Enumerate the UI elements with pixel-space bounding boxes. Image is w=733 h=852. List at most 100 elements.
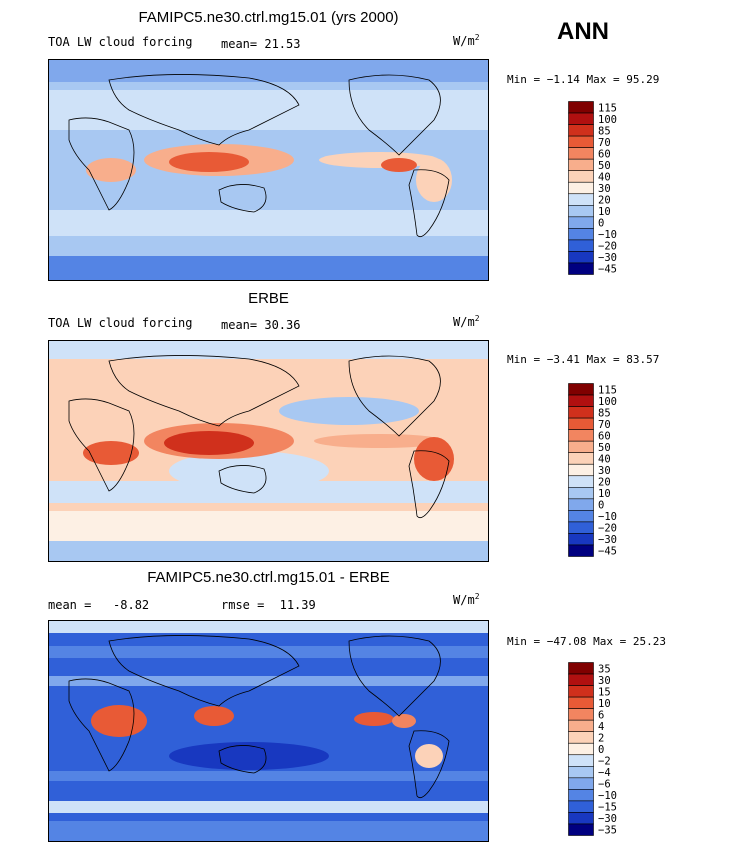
- panel-3-units-exp: 2: [474, 592, 480, 601]
- panel-3-map: [48, 620, 489, 842]
- colorbar-tick-label: 30: [598, 675, 611, 687]
- panel-1-minmax: Min = −1.14 Max = 95.29: [507, 73, 660, 86]
- colorbar-tick-label: 2: [598, 732, 604, 744]
- colorbar-tick-label: 115: [598, 384, 617, 396]
- colorbar-swatch: [568, 239, 594, 252]
- panel-3-mean-label: mean = -8.82: [48, 598, 150, 612]
- east-pacific-positive: [354, 712, 394, 726]
- panel-2-colorbar: 115 100 85 70 60 50 40 30 20 10 0 −10 −20 −30 −45: [568, 383, 617, 558]
- africa-coast: [68, 398, 135, 492]
- panel-1-units-base: W/m: [453, 34, 475, 48]
- colorbar-swatch: [568, 228, 594, 241]
- colorbar-swatch: [568, 696, 594, 709]
- colorbar-swatch: [568, 463, 594, 477]
- panel-1-title: FAMIPC5.ne30.ctrl.mg15.01 (yrs 2000): [138, 9, 399, 26]
- colorbar-swatch: [568, 521, 594, 534]
- colorbar-tick-label: 50: [598, 442, 611, 454]
- colorbar-swatch: [568, 158, 594, 172]
- colorbar-swatch: [568, 754, 594, 767]
- colorbar-swatch: [568, 216, 594, 229]
- south-pacific-clear: [169, 451, 329, 491]
- central-america-region: [381, 158, 417, 172]
- panel-1-stat-value: 21.53: [264, 37, 301, 51]
- antarctic-band: [49, 256, 488, 280]
- colorbar-swatch: [568, 181, 594, 195]
- colorbar-swatch: [568, 170, 594, 183]
- colorbar-swatch: [568, 394, 594, 407]
- south-america-positive: [415, 744, 443, 768]
- coastlines: [68, 355, 450, 519]
- colorbar-tick-label: −20: [598, 523, 617, 535]
- panel-2-minmax: Min = −3.41 Max = 83.57: [507, 353, 660, 366]
- panel-2-title: ERBE: [248, 290, 289, 307]
- panel-2-field-label: TOA LW cloud forcing: [48, 316, 193, 330]
- antarctic-band: [49, 821, 488, 841]
- colorbar-tick-label: 10: [598, 698, 611, 710]
- colorbar-swatch: [568, 777, 594, 790]
- panel-3-stat-value: 11.39: [279, 598, 316, 612]
- panel-3-units: W/m2: [453, 592, 480, 607]
- australia-coast: [218, 745, 267, 774]
- colorbar-tick-label: 10: [598, 488, 611, 500]
- panel-2-stat-label: mean=: [221, 318, 258, 332]
- colorbar-tick-label: 60: [598, 430, 611, 442]
- panel-2-map-svg: [49, 341, 488, 561]
- colorbar-tick-label: 60: [598, 148, 611, 160]
- colorbar-tick-label: 10: [598, 206, 611, 218]
- africa-region: [86, 158, 136, 182]
- north-midlat-band: [49, 90, 488, 130]
- subtropic-north-clear: [279, 397, 419, 425]
- warm-pool-core: [164, 431, 254, 455]
- panel-3-minmax: Min = −47.08 Max = 25.23: [507, 635, 666, 648]
- panel-1-colorbar: 115 100 85 70 60 50 40 30 20 10 0 −10 −20 −30 −45: [568, 101, 617, 276]
- arctic-band: [49, 621, 488, 633]
- south-midlat-band: [49, 511, 488, 541]
- colorbar-swatch: [568, 800, 594, 813]
- colorbar-tick-label: 0: [598, 218, 604, 230]
- colorbar-tick-label: −4: [598, 767, 611, 779]
- south-america-coast: [408, 450, 450, 519]
- colorbar-tick-label: 35: [598, 663, 611, 675]
- arctic-band: [49, 341, 488, 359]
- indonesia-positive: [194, 706, 234, 726]
- panel-1-map: [48, 59, 489, 281]
- colorbar-swatch: [568, 498, 594, 511]
- colorbar-swatch: [568, 135, 594, 148]
- panel-1-units-exp: 2: [474, 33, 480, 42]
- colorbar-tick-label: 40: [598, 171, 611, 183]
- colorbar-swatch: [568, 262, 594, 275]
- colorbar-swatch: [568, 147, 594, 160]
- warm-pool-core: [169, 152, 249, 172]
- eurasia-coast: [108, 74, 300, 146]
- colorbar-tick-label: 0: [598, 744, 604, 756]
- colorbar-swatch: [568, 193, 594, 206]
- colorbar-tick-label: −2: [598, 756, 611, 768]
- colorbar-tick-label: −45: [598, 546, 617, 558]
- colorbar-tick-label: −10: [598, 511, 617, 523]
- north-america-coast: [348, 355, 441, 437]
- coastlines: [68, 635, 450, 799]
- colorbar-tick-label: 0: [598, 500, 604, 512]
- south-pacific-negative: [169, 742, 329, 770]
- south-subtropic-band: [49, 771, 488, 781]
- colorbar-swatch: [568, 452, 594, 465]
- colorbar-swatch: [568, 544, 594, 557]
- south-midlat-band: [49, 210, 488, 236]
- colorbar-swatch: [568, 251, 594, 264]
- colorbar-swatch: [568, 533, 594, 546]
- colorbar-tick-label: 85: [598, 125, 611, 137]
- colorbar-tick-label: 70: [598, 137, 611, 149]
- north-america-coast: [348, 74, 441, 156]
- colorbar-swatch: [568, 823, 594, 836]
- colorbar-tick-label: −45: [598, 264, 617, 276]
- colorbar-tick-label: −10: [598, 790, 617, 802]
- colorbar-tick-label: −6: [598, 779, 611, 791]
- subtropic-south-band: [49, 481, 488, 503]
- africa-region: [83, 441, 139, 465]
- south-america-region: [414, 437, 454, 481]
- colorbar-tick-label: 4: [598, 721, 604, 733]
- colorbar-tick-label: 50: [598, 160, 611, 172]
- colorbar-tick-label: 20: [598, 477, 611, 489]
